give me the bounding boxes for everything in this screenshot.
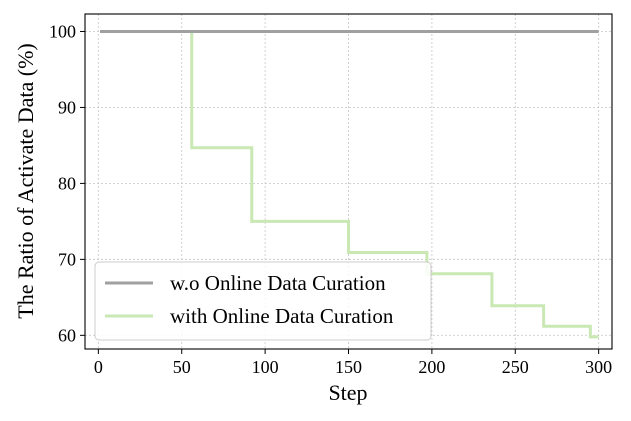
legend-label-wo-curation: w.o Online Data Curation: [170, 271, 386, 295]
legend-box: [94, 261, 432, 341]
x-tick-label: 0: [94, 357, 103, 377]
y-tick-label: 80: [58, 173, 76, 193]
axis-ticks: 0 50 100 150 200 250 300 60 70 80 90 100: [49, 21, 612, 377]
y-tick-label: 60: [58, 325, 76, 345]
x-tick-label: 150: [335, 357, 362, 377]
x-tick-label: 300: [585, 357, 612, 377]
x-tick-label: 100: [252, 357, 279, 377]
y-tick-label: 90: [58, 97, 76, 117]
x-tick-label: 200: [418, 357, 445, 377]
y-axis-label: The Ratio of Activate Data (%): [13, 43, 38, 319]
y-tick-label: 70: [58, 249, 76, 269]
legend: w.o Online Data Curation with Online Dat…: [94, 261, 432, 341]
x-tick-label: 250: [502, 357, 529, 377]
y-tick-label: 100: [49, 21, 76, 41]
x-axis-label: Step: [328, 380, 367, 405]
x-tick-label: 50: [173, 357, 191, 377]
legend-label-with-curation: with Online Data Curation: [170, 304, 394, 328]
